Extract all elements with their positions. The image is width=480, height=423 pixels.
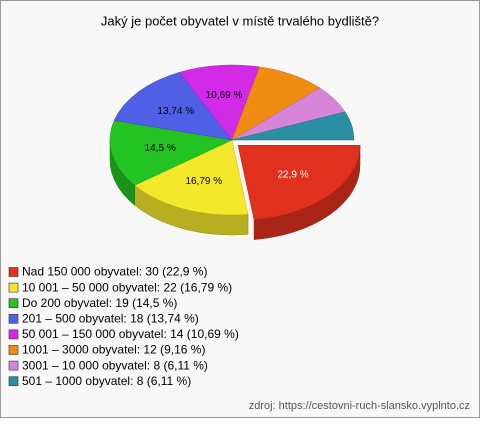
legend-label: 10 001 – 50 000 obyvatel: 22 (16,79 %) [22, 280, 232, 294]
legend-swatch [8, 345, 19, 355]
chart-title: Jaký je počet obyvatel v místě trvalého … [101, 13, 379, 28]
data-label: 10,69 % [206, 90, 243, 101]
slice [179, 64, 260, 141]
slice [231, 111, 355, 141]
data-label: 22,9 % [278, 170, 309, 181]
legend-label: 50 001 – 150 000 obyvatel: 14 (10,69 %) [22, 327, 239, 341]
source: zdroj: https://cestovni-ruch-slansko.vyp… [249, 400, 470, 412]
slice [109, 120, 233, 186]
legend-label: 501 – 1000 obyvatel: 8 (6,11 %) [22, 374, 191, 388]
slice [237, 145, 361, 220]
legend-label: 1001 – 3000 obyvatel: 12 (9,16 %) [22, 343, 205, 357]
slice [113, 71, 233, 141]
data-label: 13,74 % [157, 106, 194, 117]
legend-swatch [8, 376, 19, 387]
data-label: 16,79 % [185, 176, 222, 187]
legend-swatch [8, 313, 19, 324]
legend-swatch [8, 267, 19, 277]
legend-swatch [8, 329, 19, 340]
legend-label: Nad 150 000 obyvatel: 30 (22,9 %) [22, 265, 207, 279]
data-label: 14,5 % [145, 143, 176, 154]
legend-label: Do 200 obyvatel: 19 (14,5 %) [22, 296, 177, 310]
legend-label: 3001 – 10 000 obyvatel: 8 (6,11 %) [22, 358, 208, 372]
slice [134, 139, 249, 216]
legend-swatch [8, 298, 19, 309]
legend-swatch [8, 282, 19, 293]
legend-label: 201 – 500 obyvatel: 18 (13,74 %) [22, 311, 199, 325]
legend-swatch [8, 360, 19, 371]
